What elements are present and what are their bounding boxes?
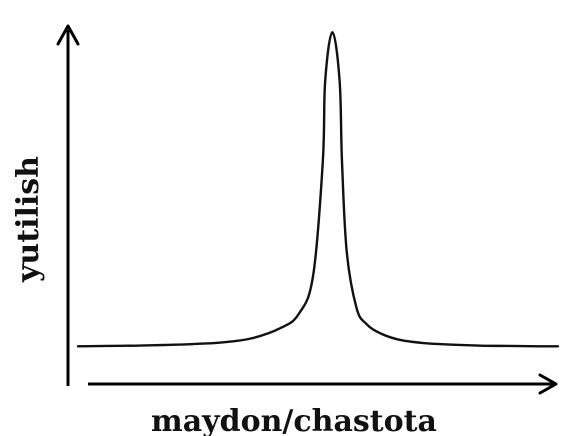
series-line-0 bbox=[76, 30, 560, 348]
series-layer bbox=[76, 30, 560, 348]
y-axis-arrow bbox=[56, 24, 80, 46]
x-axis-label: maydon/chastota bbox=[151, 404, 437, 436]
y-axis-label: yutilish bbox=[11, 156, 46, 283]
x-axis-arrow bbox=[538, 373, 558, 395]
